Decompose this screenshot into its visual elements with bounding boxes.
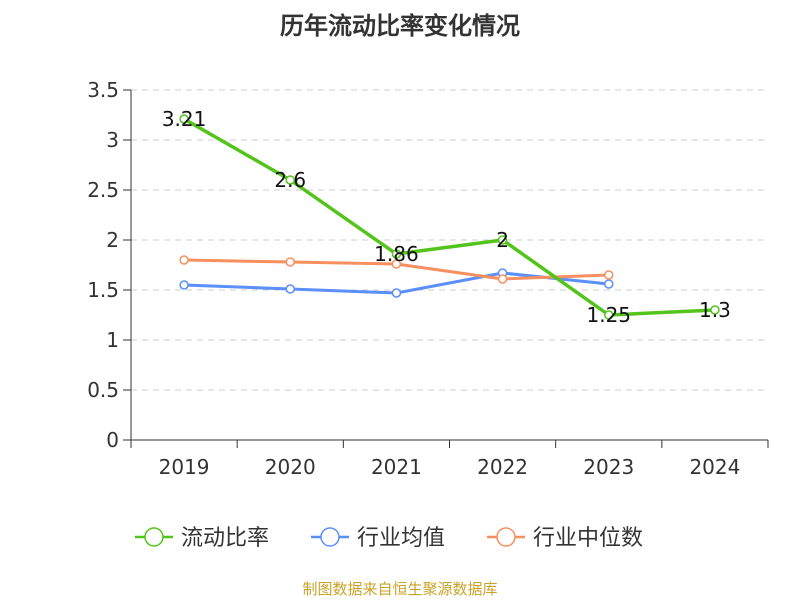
y-tick-label: 1.5 xyxy=(87,278,119,302)
data-point xyxy=(179,114,189,124)
data-point xyxy=(285,284,295,294)
y-tick-label: 1 xyxy=(106,328,119,352)
data-point xyxy=(391,288,402,298)
data-point xyxy=(179,280,189,290)
legend-marker xyxy=(320,527,340,547)
x-tick-label: 2024 xyxy=(689,455,740,479)
source-note: 制图数据来自恒生聚源数据库 xyxy=(302,580,498,598)
data-point xyxy=(497,274,508,284)
data-point xyxy=(391,259,402,269)
data-point xyxy=(604,279,614,289)
x-tick-label: 2022 xyxy=(477,455,528,479)
data-label: 1.25 xyxy=(586,303,631,327)
y-tick-label: 3 xyxy=(106,128,119,152)
series-line xyxy=(183,117,715,317)
x-tick-label: 2021 xyxy=(371,455,422,479)
data-label: 2.6 xyxy=(274,168,306,192)
y-tick-label: 0 xyxy=(106,428,119,452)
data-point xyxy=(285,175,295,185)
data-label: 1.86 xyxy=(374,242,419,266)
y-tick-label: 0.5 xyxy=(87,378,119,402)
x-tick-label: 2020 xyxy=(265,455,316,479)
y-tick-label: 3.5 xyxy=(87,78,119,102)
legend-marker xyxy=(496,527,516,547)
x-tick-label: 2019 xyxy=(159,455,210,479)
data-point xyxy=(604,270,614,280)
y-tick-label: 2.5 xyxy=(87,178,119,202)
x-tick-label: 2023 xyxy=(583,455,634,479)
legend-label: 行业均值 xyxy=(357,526,445,551)
data-point xyxy=(604,310,614,320)
data-point xyxy=(391,249,402,259)
y-tick-label: 2 xyxy=(106,228,119,252)
data-point xyxy=(179,255,189,265)
chart-title: 历年流动比率变化情况 xyxy=(280,12,520,40)
legend-label: 行业中位数 xyxy=(533,526,643,551)
data-point xyxy=(710,305,720,315)
legend-marker xyxy=(144,527,164,547)
data-label: 3.21 xyxy=(162,107,207,131)
legend-label: 流动比率 xyxy=(181,526,269,551)
data-label: 1.3 xyxy=(699,298,731,322)
data-label: 2 xyxy=(496,228,509,252)
data-point xyxy=(285,257,295,267)
data-point xyxy=(497,235,508,245)
